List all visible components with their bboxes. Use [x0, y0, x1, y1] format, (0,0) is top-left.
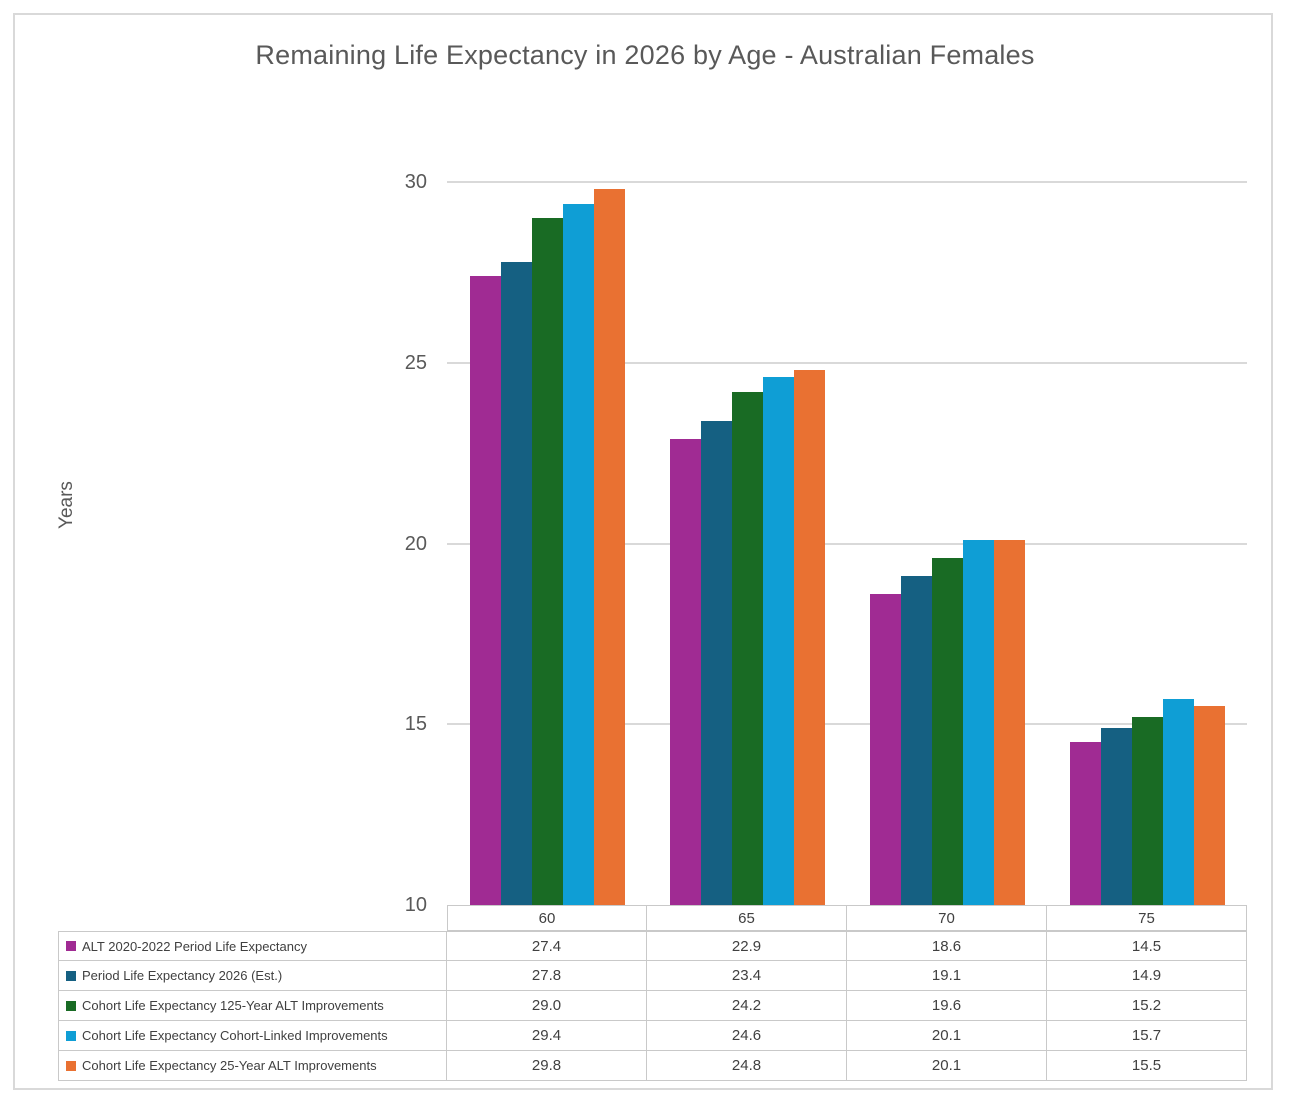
bar	[762, 377, 794, 905]
table-value-cell: 19.6	[847, 991, 1047, 1021]
legend-row-cohort-125-year: Cohort Life Expectancy 125-Year ALT Impr…	[58, 991, 447, 1021]
bar	[562, 203, 594, 905]
y-tick-label: 15	[404, 713, 427, 735]
category-header-75: 75	[1047, 905, 1247, 931]
y-tick-label: 10	[404, 894, 427, 916]
gridline	[447, 361, 1247, 364]
plot-area	[447, 181, 1247, 905]
category-header-65: 65	[647, 905, 847, 931]
table-value-cell: 19.1	[847, 961, 1047, 991]
table-value-cell: 14.5	[1047, 931, 1247, 961]
table-value-cell: 29.8	[447, 1051, 647, 1081]
bar	[931, 557, 963, 905]
gridline	[447, 181, 1247, 183]
data-table: 60 65 70 75 ALT 2020-2022 Period Life Ex…	[58, 905, 1247, 1081]
table-value-cell: 24.8	[647, 1051, 847, 1081]
legend-key-swatch	[66, 970, 76, 981]
table-value-cell: 29.0	[447, 991, 647, 1021]
bar	[869, 594, 901, 905]
table-value-cell: 15.5	[1047, 1051, 1247, 1081]
table-value-cell: 15.7	[1047, 1021, 1247, 1051]
table-value-cell: 22.9	[647, 931, 847, 961]
chart-title: Remaining Life Expectancy in 2026 by Age…	[255, 40, 1035, 70]
y-tick-label: 25	[404, 352, 427, 374]
legend-row-alt-2020-2022: ALT 2020-2022 Period Life Expectancy	[58, 931, 447, 961]
legend-key-swatch	[66, 941, 76, 951]
bar	[669, 438, 701, 905]
table-value-cell: 14.9	[1047, 961, 1247, 991]
data-table-corner-cell	[58, 905, 447, 931]
bar	[593, 189, 625, 905]
table-value-cell: 24.6	[647, 1021, 847, 1051]
table-value-cell: 20.1	[847, 1021, 1047, 1051]
table-value-cell: 23.4	[647, 961, 847, 991]
bar	[962, 539, 994, 905]
table-value-cell: 24.2	[647, 991, 847, 1021]
legend-key-swatch	[66, 1000, 76, 1011]
bar	[993, 539, 1025, 905]
legend-label: Cohort Life Expectancy 125-Year ALT Impr…	[82, 998, 384, 1013]
bar	[469, 276, 501, 905]
legend-label: Period Life Expectancy 2026 (Est.)	[82, 968, 283, 983]
y-tick-label: 30	[404, 171, 427, 193]
bar	[1193, 706, 1225, 905]
table-value-cell: 18.6	[847, 931, 1047, 961]
y-tick-label: 20	[404, 533, 427, 555]
legend-label: Cohort Life Expectancy 25-Year ALT Impro…	[82, 1058, 377, 1073]
legend-row-period-2026: Period Life Expectancy 2026 (Est.)	[58, 961, 447, 991]
table-value-cell: 20.1	[847, 1051, 1047, 1081]
bar	[500, 261, 532, 905]
legend-label: Cohort Life Expectancy Cohort-Linked Imp…	[82, 1028, 388, 1043]
bar	[731, 391, 763, 905]
gridline	[447, 542, 1247, 545]
bar	[700, 420, 732, 905]
table-value-cell: 29.4	[447, 1021, 647, 1051]
category-header-70: 70	[847, 905, 1047, 931]
bar	[1131, 717, 1163, 905]
y-axis-title: Years	[56, 481, 77, 529]
legend-row-cohort-linked: Cohort Life Expectancy Cohort-Linked Imp…	[58, 1021, 447, 1051]
table-value-cell: 15.2	[1047, 991, 1247, 1021]
gridline	[447, 723, 1247, 726]
bar	[900, 576, 932, 905]
bar	[1069, 742, 1101, 905]
bar	[531, 218, 563, 905]
bar	[1100, 727, 1132, 905]
table-value-cell: 27.8	[447, 961, 647, 991]
legend-label: ALT 2020-2022 Period Life Expectancy	[82, 938, 307, 954]
table-value-cell: 27.4	[447, 931, 647, 961]
legend-row-cohort-25-year: Cohort Life Expectancy 25-Year ALT Impro…	[58, 1051, 447, 1081]
bar	[793, 369, 825, 905]
bar	[1162, 698, 1194, 905]
legend-key-swatch	[66, 1030, 76, 1041]
legend-key-swatch	[66, 1060, 76, 1071]
category-header-60: 60	[447, 905, 647, 931]
